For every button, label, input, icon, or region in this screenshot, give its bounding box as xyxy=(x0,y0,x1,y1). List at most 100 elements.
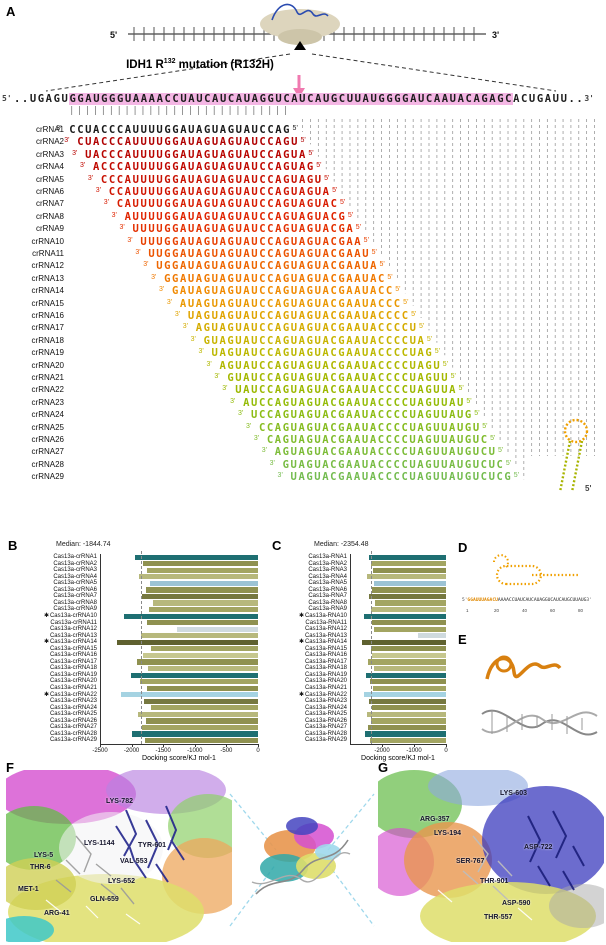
crrna-five-prime: 5' xyxy=(292,125,298,132)
star-marker: ✱ xyxy=(43,639,49,646)
docking-score-bar xyxy=(131,731,258,737)
crrna-name: crRNA24 xyxy=(31,410,64,420)
category-label: ✱ Cas13a-RNA10 xyxy=(298,612,347,619)
crrna-row: crRNA2 3' CUACCCAUUUUGGAUAGUAGUAUCCAGU 5' xyxy=(0,136,606,148)
crrna-five-prime: 5' xyxy=(308,149,314,157)
category-label: ✱ Cas13a-RNA22 xyxy=(298,691,347,698)
base-pair-ticks: |||||||||||||||||||||||||||| xyxy=(69,106,291,116)
crrna-name: crRNA27 xyxy=(31,447,64,457)
crrna-five-prime: 5' xyxy=(418,323,425,331)
crrna-row: crRNA15 3' AUAGUAGUAUCCAGUAGUACGAAUACCC 5' xyxy=(0,298,606,310)
crrna-five-prime: 5' xyxy=(474,410,480,418)
seq-right-flank: ACUGAUU.. xyxy=(513,93,585,105)
median-line xyxy=(370,551,372,744)
x-tick-label: -500 xyxy=(220,747,233,754)
crrna-name: crRNA26 xyxy=(31,435,64,444)
crrna-sequence: AGUAGUAUCCAGUAGUACGAAUACCCCU xyxy=(195,322,418,335)
docking-score-bar xyxy=(145,587,258,593)
category-label: Cas13a-crRNA25 xyxy=(49,711,97,718)
crrna-five-prime: 5' xyxy=(434,348,441,356)
d-spacer-seq: AAAACCUAUCAUCAUAGGUCAUCAUGCUUAUG xyxy=(497,598,587,603)
crrna-three-prime: 3' xyxy=(80,162,86,170)
residue-label: LYS-603 xyxy=(500,790,527,797)
crrna-sequence: AUAGUAGUAUCCAGUAGUACGAAUACCC xyxy=(179,297,402,310)
crrna-three-prime: 3' xyxy=(222,385,228,393)
star-marker: ✱ xyxy=(43,691,49,698)
crrna-row: crRNA29 3' UAGUACGAAUACCCCUAGUUAUGUCUCG 5' xyxy=(0,471,606,483)
crrna-sequence: GAUAGUAGUAUCCAGUAGUACGAAUACC xyxy=(172,285,394,298)
crrna-name: crRNA9 xyxy=(35,224,64,234)
docking-score-bar xyxy=(367,574,446,580)
crrna-name: crRNA23 xyxy=(31,397,64,407)
x-tick xyxy=(100,743,101,747)
category-label: Cas13a-RNA2 xyxy=(308,560,347,567)
category-label: Cas13a-RNA29 xyxy=(304,737,347,744)
docking-score-bar xyxy=(372,705,446,711)
crrna-five-prime: 5' xyxy=(339,199,346,207)
category-label: Cas13a-crRNA8 xyxy=(53,599,97,606)
docking-score-bar xyxy=(371,587,446,593)
docking-score-bar xyxy=(368,659,446,665)
docking-score-bar xyxy=(134,554,258,560)
crrna-three-prime: 3' xyxy=(56,125,62,132)
crrna-sequence: GUAGUAUCCAGUAGUACGAAUACCCCUA xyxy=(203,334,426,347)
crrna-name: crRNA10 xyxy=(31,236,64,246)
docking-score-bar xyxy=(146,718,258,724)
docking-score-bar xyxy=(373,567,446,573)
median-line xyxy=(141,551,143,744)
scaffold-five-prime-label: 5' xyxy=(585,484,591,493)
x-tick xyxy=(131,743,133,747)
residue-label: ARG-357 xyxy=(420,816,450,823)
residue-label: THR-6 xyxy=(30,864,51,871)
crrna-sequence: UCCAGUAGUACGAAUACCCCUAGUUAUG xyxy=(251,409,473,422)
residue-label: LYS-5 xyxy=(34,852,54,859)
docking-score-bar xyxy=(176,626,258,632)
docking-score-bar xyxy=(117,639,258,645)
crrna-sequence: UAGUAGUAUCCAGUAGUACGAAUACCCC xyxy=(187,310,410,322)
crrna-three-prime: 3' xyxy=(238,410,244,418)
docking-score-bar xyxy=(371,646,446,652)
crrna-name: crRNA8 xyxy=(35,211,64,221)
crrna-row: crRNA20 3' AGUAUCCAGUAGUACGAAUACCCCUAGU 5' xyxy=(0,360,606,372)
crrna-row: crRNA3 3' UACCCAUUUUGGAUAGUAGUAUCCAGUA 5' xyxy=(0,149,606,161)
docking-score-bar xyxy=(144,698,258,704)
crrna-sequence: UACCCAUUUUGGAUAGUAGUAUCCAGUA xyxy=(85,148,307,161)
category-label: Cas13a-RNA11 xyxy=(305,619,347,626)
seq-three-prime: 3' xyxy=(584,94,594,103)
panel-b-label: B xyxy=(8,538,18,553)
crrna-sequence: UUGGAUAGUAGUAUCCAGUAGUACGAAU xyxy=(148,248,371,260)
docking-score-bar xyxy=(365,672,446,678)
crrna-row: crRNA9 3' UUUUGGAUAGUAGUAUCCAGUAGUACGA 5' xyxy=(0,223,606,235)
category-label: Cas13a-crRNA4 xyxy=(53,573,97,580)
category-label: Cas13a-crRNA12 xyxy=(49,626,97,633)
panel-c-label: C xyxy=(272,538,282,553)
cas13a-protein-blob xyxy=(260,9,340,39)
x-tick xyxy=(194,743,196,747)
crrna-three-prime: 3' xyxy=(230,397,236,405)
star-marker: ✱ xyxy=(298,691,304,698)
category-label: Cas13a-RNA8 xyxy=(308,599,347,606)
seq-five-prime: 5' xyxy=(2,94,12,103)
docking-score-bar xyxy=(150,580,258,586)
docking-score-bar xyxy=(369,593,446,600)
cas13a-crrna-model-icon xyxy=(481,655,598,736)
d-five-prime: 5' xyxy=(462,598,468,603)
crrna-name: crRNA3 xyxy=(35,149,64,159)
docking-score-bar xyxy=(372,685,446,691)
crrna-name: crRNA12 xyxy=(31,261,64,271)
crrna-three-prime: 3' xyxy=(182,323,188,331)
category-label: Cas13a-RNA15 xyxy=(304,645,347,652)
mutation-title-pre: IDH1 R xyxy=(126,58,164,71)
docking-score-bar xyxy=(370,679,446,685)
crrna-name: crRNA25 xyxy=(31,422,64,432)
docking-score-bar xyxy=(370,561,446,567)
mutation-title-sup: 132 xyxy=(163,58,176,65)
crrna-three-prime: 3' xyxy=(198,348,204,356)
crrna-five-prime: 5' xyxy=(490,435,496,442)
crrna-name: crRNA4 xyxy=(35,162,64,172)
residue-label: LYS-652 xyxy=(108,878,135,885)
category-label: Cas13a-crRNA7 xyxy=(53,593,97,600)
category-label: Cas13a-crRNA1 xyxy=(53,554,97,560)
residue-label: LYS-782 xyxy=(106,798,133,805)
crrna-squiggle-icon xyxy=(271,3,329,21)
